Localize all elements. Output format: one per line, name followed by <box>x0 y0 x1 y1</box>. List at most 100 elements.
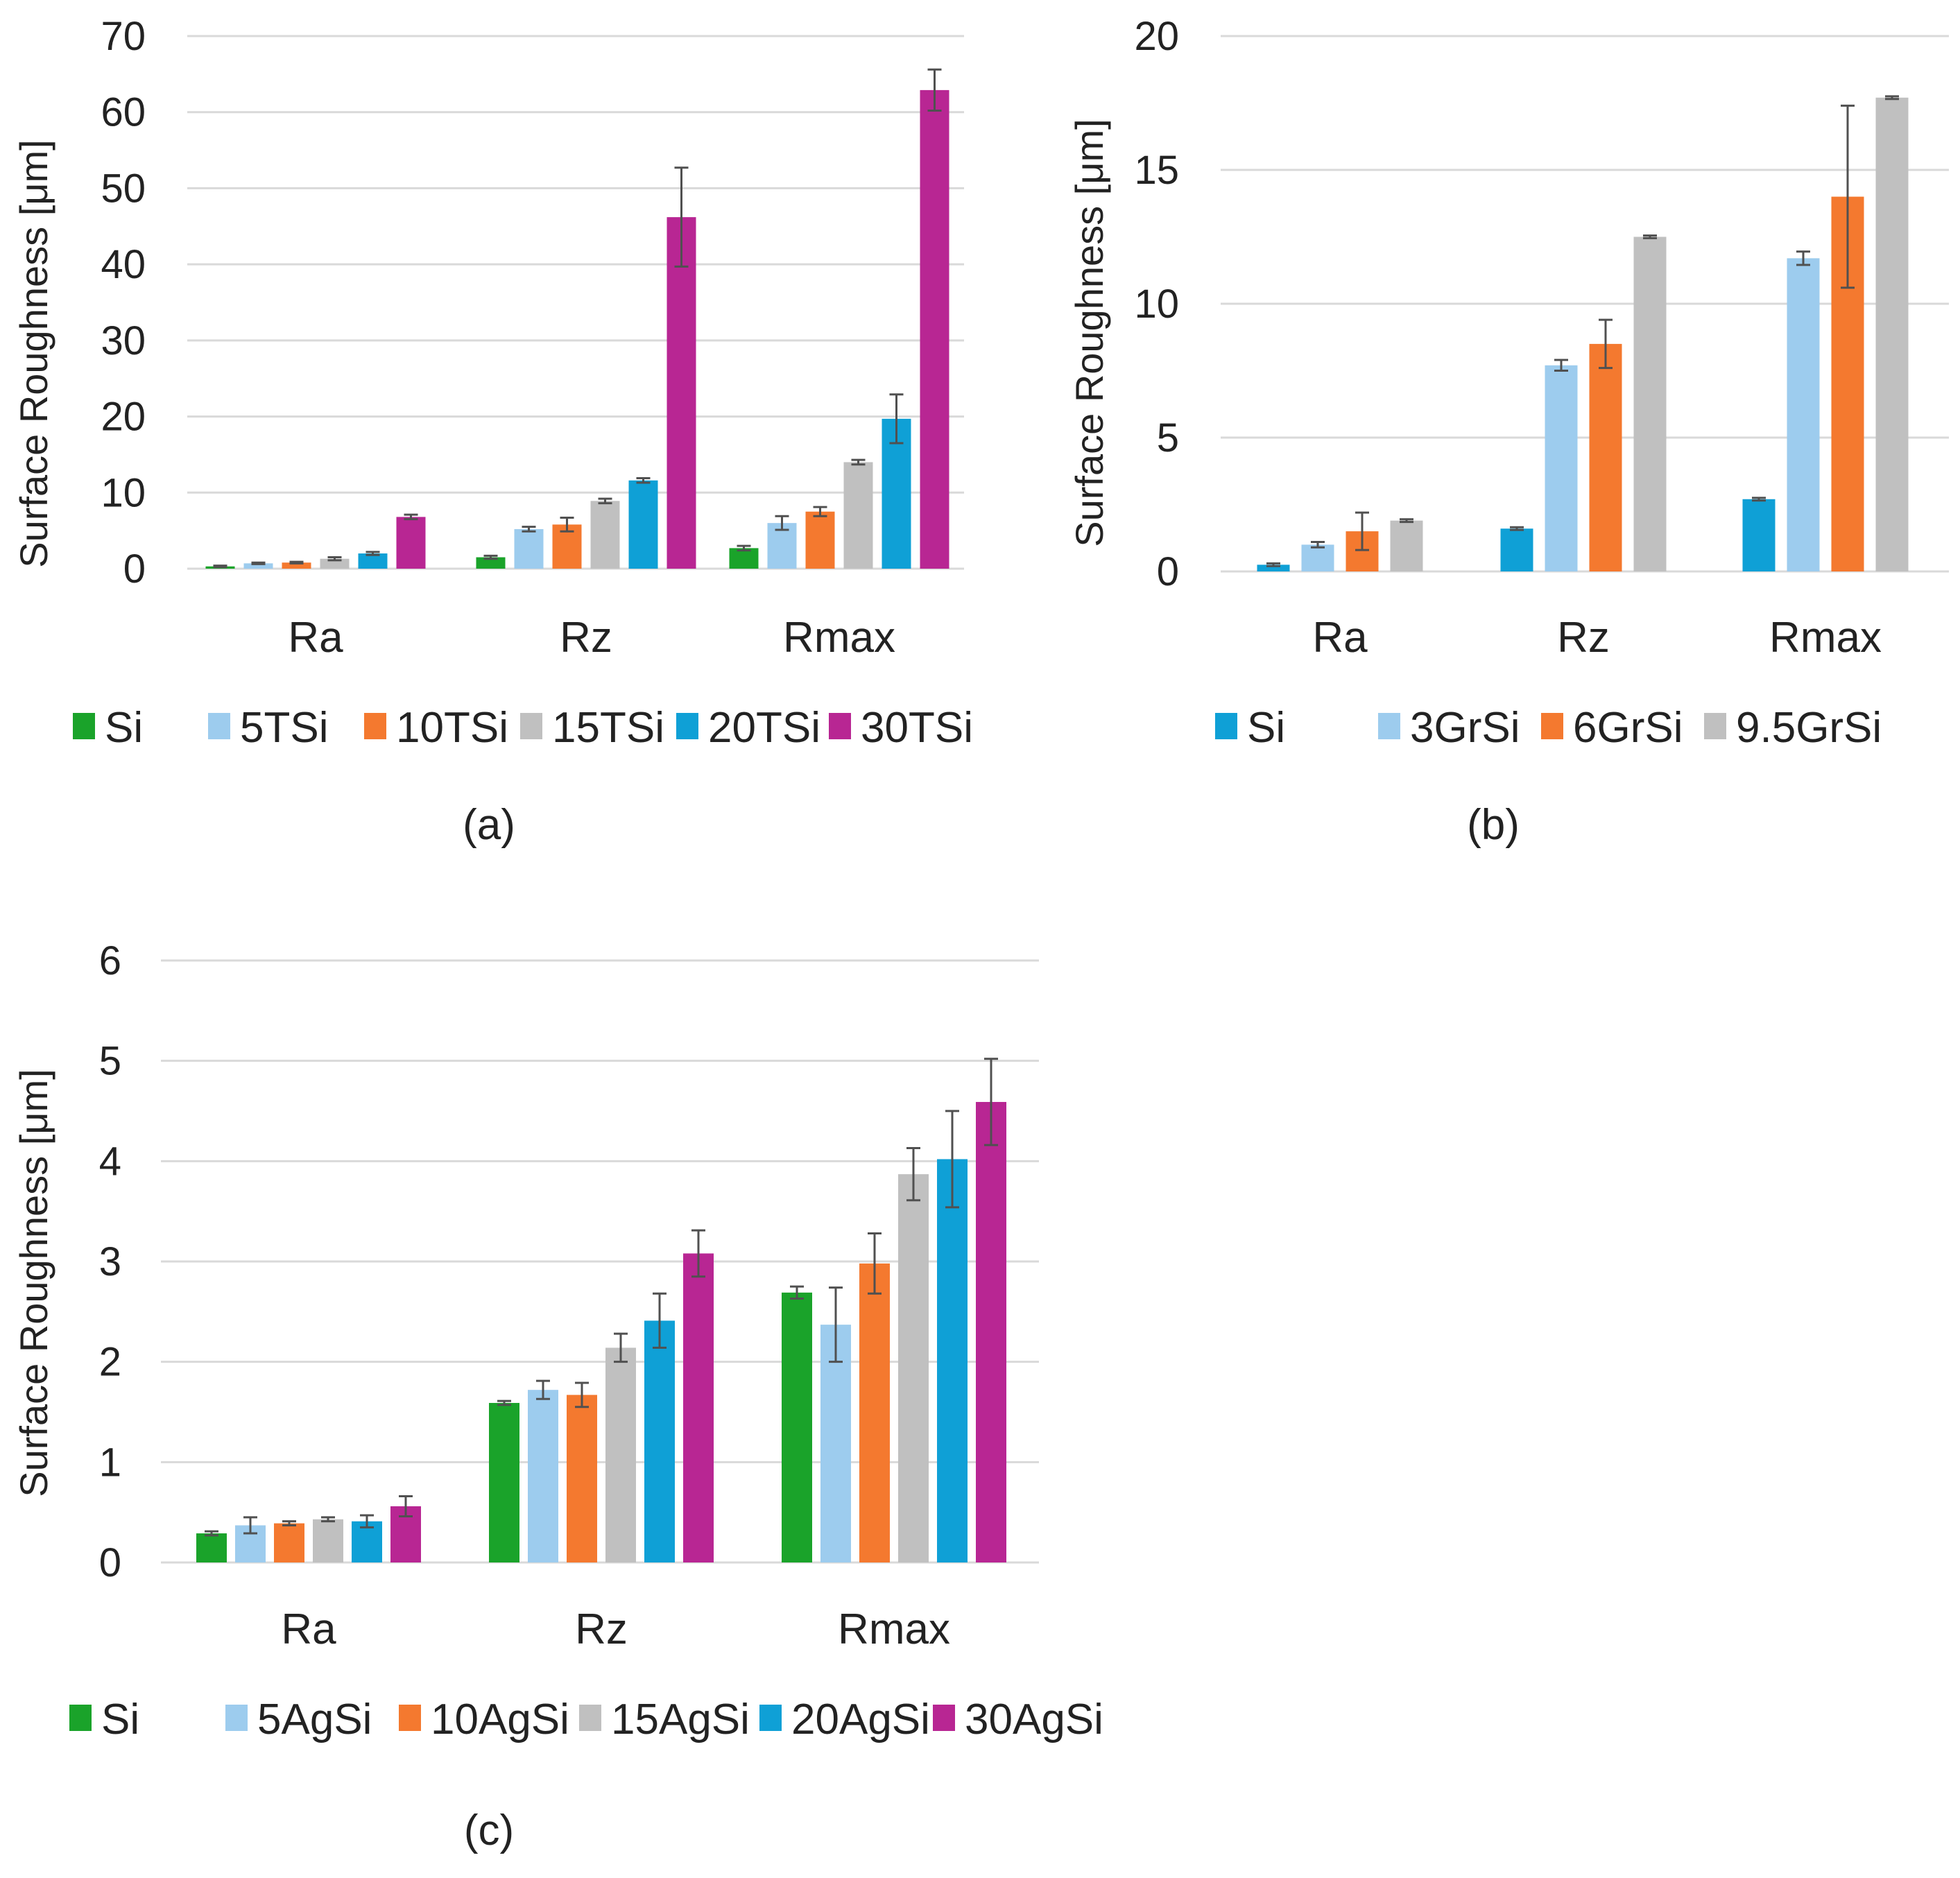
legend-swatch-6GrSi <box>1541 713 1563 739</box>
legend-label-10TSi: 10TSi <box>396 704 508 752</box>
bar-10AgSi-Rmax <box>859 1263 890 1562</box>
bar-Si-Rz <box>476 557 506 569</box>
legend-swatch-9.5GrSi <box>1704 713 1726 739</box>
x-category-label: Rmax <box>783 614 895 662</box>
bar-5TSi-Rz <box>514 528 544 569</box>
y-tick-label: 10 <box>1134 282 1179 327</box>
legend-swatch-20TSi <box>676 713 698 739</box>
legend-swatch-30TSi <box>829 713 851 739</box>
bar-Si-Rz <box>1500 528 1533 571</box>
y-tick-label: 0 <box>99 1540 121 1585</box>
legend-swatch-Si <box>1215 713 1237 739</box>
bar-20AgSi-Rmax <box>937 1159 968 1562</box>
y-tick-label: 15 <box>1134 148 1179 193</box>
bar-5TSi-Ra <box>243 563 273 569</box>
bar-10AgSi-Ra <box>274 1523 304 1562</box>
x-category-label: Ra <box>288 614 343 662</box>
bar-15TSi-Ra <box>320 558 350 569</box>
y-tick-label: 3 <box>99 1239 121 1284</box>
y-tick-label: 60 <box>101 90 146 135</box>
bar-Si-Rmax <box>782 1292 812 1562</box>
y-tick-label: 70 <box>101 14 146 59</box>
chart-b: 0 5 10 15 20 Surface Roughness [μm] Ra Rz Rmax Si… <box>1067 14 1949 849</box>
x-category-label: Rz <box>1557 614 1610 662</box>
bar-5AgSi-Rmax <box>820 1325 851 1562</box>
legend-label-Si: Si <box>105 704 143 752</box>
x-category-label: Ra <box>1312 614 1368 662</box>
bar-Si-Rz <box>489 1402 519 1562</box>
bar-9.5GrSi-Rmax <box>1875 97 1909 571</box>
bar-5AgSi-Rz <box>528 1390 558 1562</box>
bar-15AgSi-Rmax <box>898 1174 929 1562</box>
x-category-label: Ra <box>281 1605 336 1653</box>
bar-Si-Ra <box>196 1533 227 1562</box>
legend-label-20AgSi: 20AgSi <box>791 1696 930 1743</box>
legend-swatch-15AgSi <box>579 1705 601 1731</box>
x-category-label: Rz <box>575 1605 628 1653</box>
chart-a: 0 10 20 30 40 50 60 70 Surface Roughness [μm] Ra R… <box>12 14 973 849</box>
bar-15AgSi-Rz <box>605 1347 636 1562</box>
x-category-label: Rz <box>560 614 612 662</box>
legend-swatch-Si <box>69 1705 92 1731</box>
y-axis-label: Surface Roughness [μm] <box>12 139 55 567</box>
bar-15TSi-Rmax <box>843 462 873 569</box>
legend-label-5AgSi: 5AgSi <box>257 1696 372 1743</box>
y-tick-label: 40 <box>101 242 146 287</box>
y-tick-label: 5 <box>1157 415 1179 460</box>
legend-label-Si: Si <box>1247 704 1285 752</box>
bar-20TSi-Rz <box>628 480 658 569</box>
y-tick-label: 50 <box>101 166 146 211</box>
y-tick-label: 6 <box>99 938 121 983</box>
bar-30TSi-Ra <box>396 517 426 569</box>
panel-label: (c) <box>464 1807 514 1854</box>
bar-15AgSi-Ra <box>313 1519 343 1562</box>
bar-Si-Ra <box>1257 565 1290 571</box>
y-tick-label: 4 <box>99 1139 121 1184</box>
bar-10AgSi-Rz <box>567 1395 597 1562</box>
legend-label-Si: Si <box>101 1696 139 1743</box>
bar-3GrSi-Rmax <box>1787 258 1820 571</box>
legend-label-30TSi: 30TSi <box>861 704 973 752</box>
bar-20AgSi-Rz <box>644 1320 675 1562</box>
legend-label-15TSi: 15TSi <box>552 704 664 752</box>
bar-Si-Rmax <box>1742 499 1776 571</box>
legend-swatch-3GrSi <box>1378 713 1400 739</box>
legend-swatch-Si <box>73 713 95 739</box>
legend-label-5TSi: 5TSi <box>240 704 328 752</box>
bar-30TSi-Rz <box>667 217 696 569</box>
y-tick-label: 2 <box>99 1340 121 1385</box>
bar-10TSi-Rmax <box>805 511 835 569</box>
legend-swatch-10AgSi <box>399 1705 421 1731</box>
bar-3GrSi-Ra <box>1301 544 1334 571</box>
y-tick-label: 20 <box>1134 14 1179 59</box>
legend-swatch-10TSi <box>364 713 386 739</box>
panel-label: (b) <box>1467 801 1520 849</box>
bar-20TSi-Ra <box>358 553 388 569</box>
bar-30AgSi-Rmax <box>976 1101 1006 1562</box>
bar-Si-Rmax <box>729 548 759 569</box>
legend-label-15AgSi: 15AgSi <box>611 1696 750 1743</box>
x-category-label: Rmax <box>838 1605 950 1653</box>
legend-label-20TSi: 20TSi <box>708 704 820 752</box>
legend-label-9.5GrSi: 9.5GrSi <box>1736 704 1882 752</box>
legend-swatch-30AgSi <box>933 1705 955 1731</box>
legend-label-30AgSi: 30AgSi <box>965 1696 1103 1743</box>
x-category-label: Rmax <box>1769 614 1882 662</box>
y-axis-label: Surface Roughness [μm] <box>12 1069 55 1497</box>
y-axis-label: Surface Roughness [μm] <box>1067 119 1111 546</box>
bar-30AgSi-Rz <box>683 1253 714 1562</box>
legend-swatch-20AgSi <box>759 1705 782 1731</box>
legend-swatch-15TSi <box>520 713 542 739</box>
y-tick-label: 0 <box>123 546 146 592</box>
bar-3GrSi-Rz <box>1545 365 1578 571</box>
y-tick-label: 0 <box>1157 549 1179 594</box>
bar-30TSi-Rmax <box>920 89 949 569</box>
y-tick-label: 5 <box>99 1039 121 1084</box>
panel-label: (a) <box>463 801 515 849</box>
y-tick-label: 20 <box>101 395 146 440</box>
bar-9.5GrSi-Rz <box>1633 236 1667 571</box>
bar-9.5GrSi-Ra <box>1390 520 1423 571</box>
y-tick-label: 10 <box>101 470 146 515</box>
legend-label-6GrSi: 6GrSi <box>1573 704 1683 752</box>
